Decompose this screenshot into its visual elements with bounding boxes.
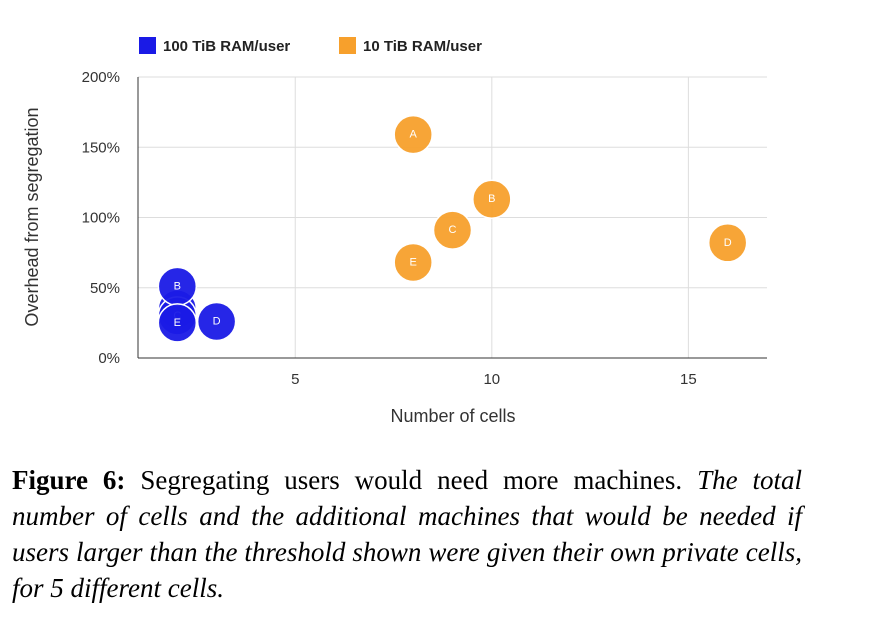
bubble-label: D: [724, 237, 732, 249]
legend: 100 TiB RAM/user 10 TiB RAM/user: [139, 37, 482, 55]
x-axis-title: Number of cells: [390, 406, 515, 426]
bubble: [707, 223, 748, 263]
bubble-label: E: [174, 317, 181, 329]
x-tick-label: 10: [483, 371, 500, 388]
chart: 0% 50% 100% 150% 200% 5 10 15 100 TiB RAM/user 1…: [22, 37, 767, 426]
data-point: D: [707, 223, 748, 263]
bubble: [393, 242, 433, 283]
y-tick-label: 150%: [82, 139, 120, 156]
data-point: D: [196, 301, 237, 342]
x-tick-label: 15: [680, 371, 697, 388]
legend-label: 100 TiB RAM/user: [163, 38, 290, 55]
y-tick-label: 100%: [82, 210, 120, 227]
bubble-label: A: [410, 129, 418, 141]
data-point: B: [472, 179, 512, 219]
caption-text: Segregating users would need more machin…: [125, 465, 698, 495]
bubble-label: B: [174, 280, 181, 292]
bubble-chart: 0%50%100%150%200%5 10 15 100 TiB RAM/user 1…: [22, 37, 767, 426]
data-point: A: [393, 114, 433, 155]
data-point: E: [157, 303, 198, 343]
bubble-label: D: [213, 315, 221, 327]
data-point: E: [393, 242, 433, 283]
figure-caption: Figure 6: Segregating users would need m…: [12, 462, 802, 606]
bubble: [393, 114, 433, 155]
bubble-label: E: [410, 256, 417, 268]
caption-label: Figure 6:: [12, 465, 126, 495]
data-points: ACBEDABCED: [157, 114, 748, 343]
bubble: [432, 210, 473, 250]
axes: 0% 50% 100% 150% 200% 5 10 15: [82, 69, 767, 388]
bubble: [157, 303, 198, 343]
data-point: C: [432, 210, 473, 250]
legend-swatch: [139, 37, 156, 54]
caption-description: The total number of cells and the additi…: [12, 465, 802, 603]
y-tick-label: 200%: [82, 69, 120, 86]
y-tick-label: 0%: [98, 350, 120, 367]
legend-label: 10 TiB RAM/user: [363, 38, 482, 55]
bubble-label: B: [488, 193, 495, 205]
y-axis-title: Overhead from segregation: [22, 107, 42, 326]
legend-swatch: [339, 37, 356, 54]
bubble: [472, 179, 512, 219]
bubble-label: C: [449, 224, 457, 236]
bubble: [196, 301, 237, 342]
x-tick-label: 5: [291, 371, 299, 388]
data-point: B: [157, 266, 198, 307]
y-tick-label: 50%: [90, 280, 120, 297]
